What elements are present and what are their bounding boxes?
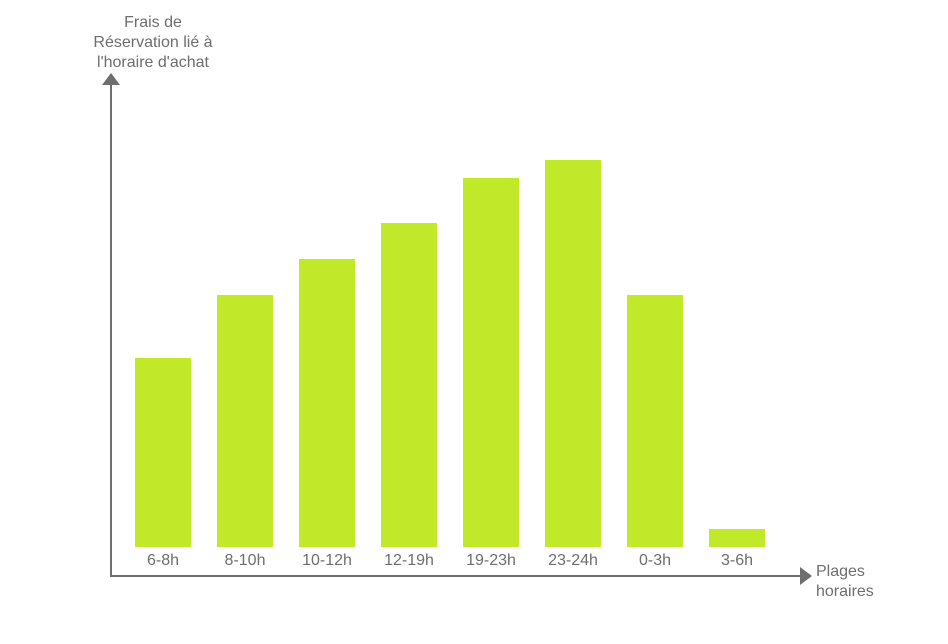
y-axis-title-line: Frais de	[124, 14, 182, 31]
y-axis-arrow-icon	[102, 73, 120, 85]
bar	[299, 259, 355, 547]
category-label: 6-8h	[147, 552, 179, 570]
x-axis-title: Plages horaires	[816, 562, 874, 602]
bar	[709, 529, 765, 547]
category-label: 10-12h	[302, 552, 352, 570]
category-label: 12-19h	[384, 552, 434, 570]
y-axis-line	[110, 82, 112, 575]
category-label: 3-6h	[721, 552, 753, 570]
x-axis-title-line: Plages	[816, 563, 865, 580]
bar	[381, 223, 437, 547]
category-label: 23-24h	[548, 552, 598, 570]
category-label: 19-23h	[466, 552, 516, 570]
y-axis-title: Frais de Réservation lié à l'horaire d'ach…	[68, 13, 238, 73]
x-axis-arrow-icon	[800, 567, 812, 585]
bar	[463, 178, 519, 547]
x-axis-title-line: horaires	[816, 583, 874, 600]
bar	[627, 295, 683, 547]
bar	[135, 358, 191, 547]
y-axis-title-line: Réservation lié à	[93, 34, 212, 51]
reservation-fee-by-time-chart: Frais de Réservation lié à l'horaire d'ach…	[0, 0, 948, 644]
category-label: 0-3h	[639, 552, 671, 570]
bar	[217, 295, 273, 547]
bar	[545, 160, 601, 547]
category-label: 8-10h	[225, 552, 266, 570]
y-axis-title-line: l'horaire d'achat	[97, 54, 209, 71]
x-axis-line	[110, 575, 800, 577]
